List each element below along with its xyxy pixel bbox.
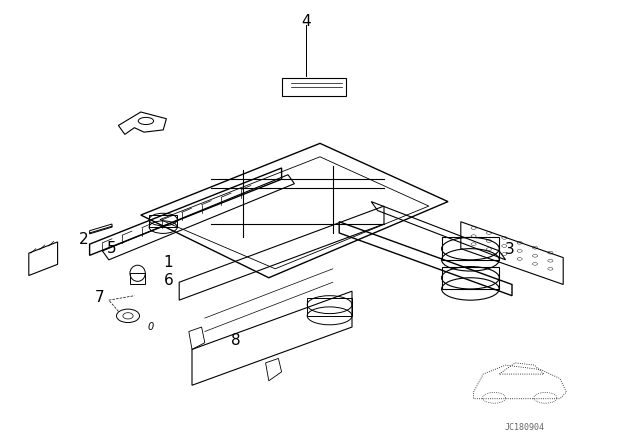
Bar — [130, 273, 145, 284]
Text: 8: 8 — [230, 333, 241, 348]
Text: 2: 2 — [78, 232, 88, 247]
Text: 5: 5 — [107, 241, 117, 256]
Text: 4: 4 — [301, 14, 311, 29]
Text: 0: 0 — [147, 322, 154, 332]
Text: 1: 1 — [163, 254, 173, 270]
Text: 7: 7 — [94, 290, 104, 306]
Bar — [149, 215, 177, 227]
Text: JC180904: JC180904 — [505, 423, 545, 432]
Bar — [442, 267, 499, 289]
Bar — [307, 298, 352, 316]
Bar — [442, 237, 499, 260]
Text: 6: 6 — [163, 272, 173, 288]
Text: 3: 3 — [505, 242, 515, 258]
